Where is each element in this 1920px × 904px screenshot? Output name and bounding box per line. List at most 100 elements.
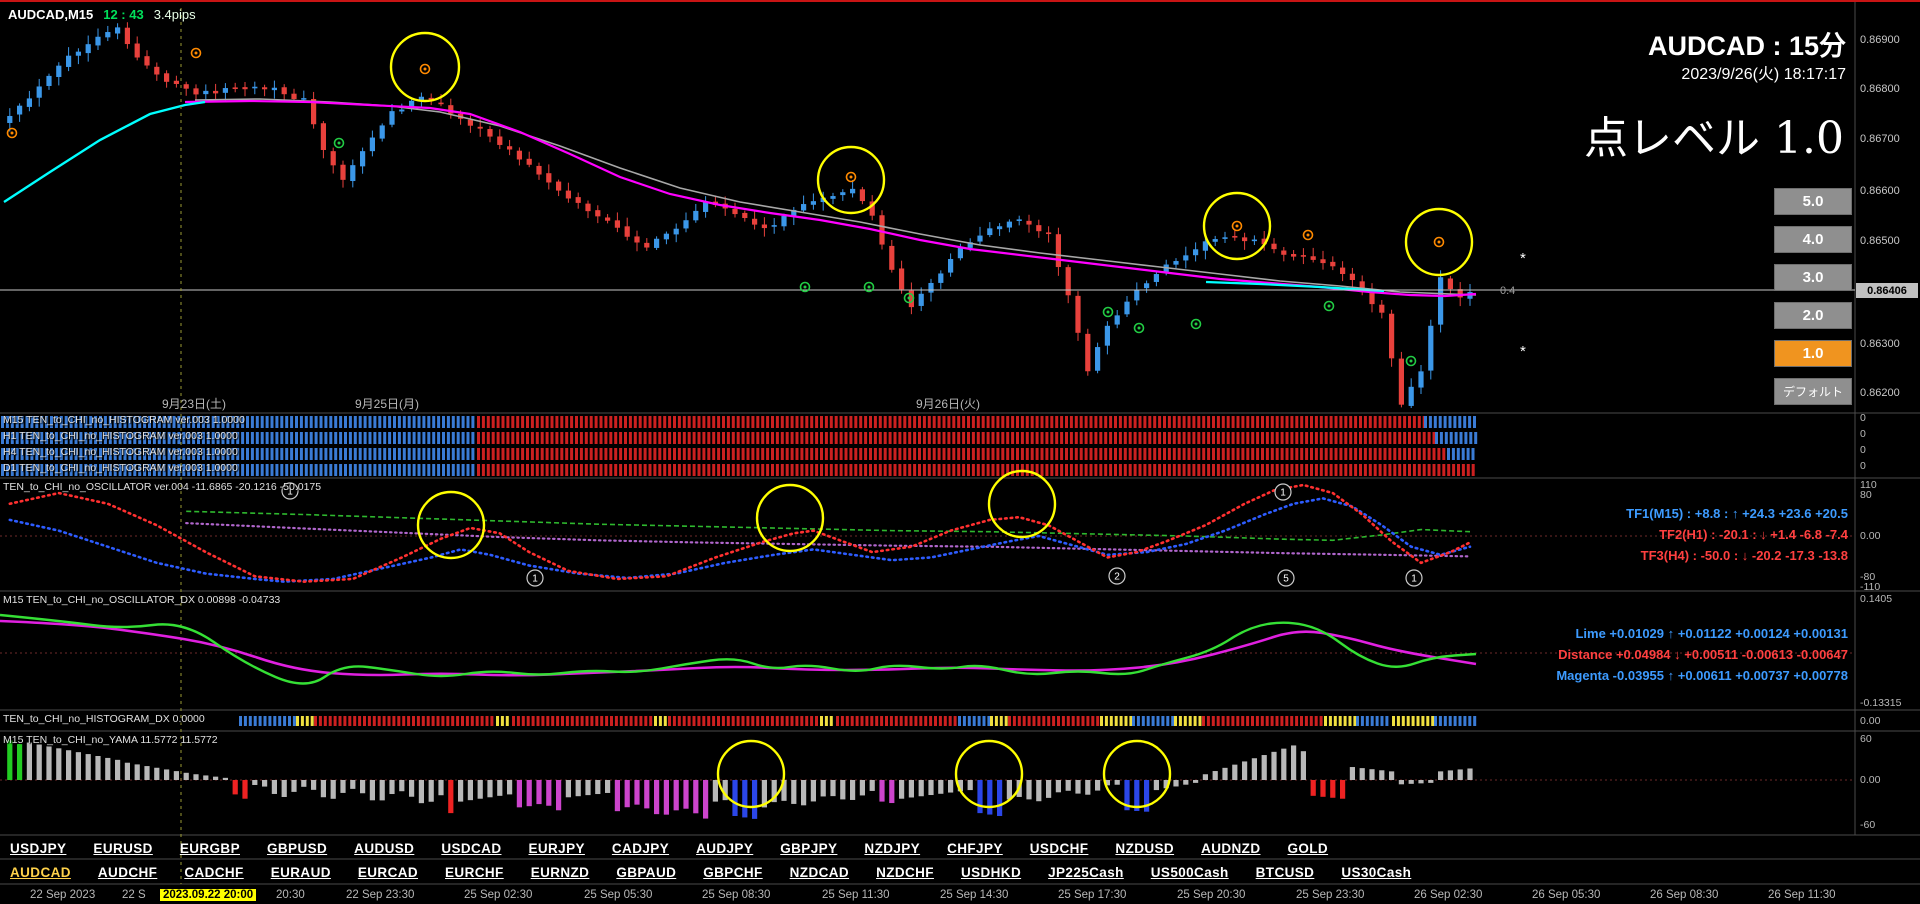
yellow-circle-highlights <box>389 31 1474 277</box>
time-axis-label: 25 Sep 11:30 <box>822 889 890 901</box>
tab-chfjpy[interactable]: CHFJPY <box>947 840 1003 856</box>
symbol-tab-row-2: AUDCAD AUDCHF CADCHF EURAUD EURCAD EURCHF EURN… <box>0 860 1920 884</box>
right-axis-tick: 0.00 <box>1860 774 1881 786</box>
moving-average-lines <box>3 98 1477 298</box>
right-axis-tick: 0.00 <box>1860 530 1881 542</box>
tab-eurjpy[interactable]: EURJPY <box>528 840 585 856</box>
panel-separators <box>0 2 1920 885</box>
level-button-1.0[interactable]: 1.0 <box>1774 340 1852 367</box>
level-button-2.0[interactable]: 2.0 <box>1774 302 1852 329</box>
tab-audnzd[interactable]: AUDNZD <box>1201 840 1261 856</box>
time-axis-label: 25 Sep 23:30 <box>1296 889 1365 901</box>
chart-date-label: 9月23日(土) <box>162 397 227 411</box>
price-axis-label: 0.86500 <box>1860 235 1900 247</box>
tab-us500cash[interactable]: US500Cash <box>1150 864 1229 880</box>
tab-btcusd[interactable]: BTCUSD <box>1255 864 1315 880</box>
histogram-row-label: H4 TEN_to_CHI_no_HISTOGRAM ver.003 1.000… <box>3 446 238 458</box>
tab-nzdchf[interactable]: NZDCHF <box>876 864 934 880</box>
tab-nzdusd[interactable]: NZDUSD <box>1115 840 1175 856</box>
tab-gbpaud[interactable]: GBPAUD <box>616 864 677 880</box>
dx-info-line-2: Distance +0.04984 ↓ +0.00511 -0.00613 -0… <box>1558 647 1848 662</box>
signal-markers <box>6 47 1445 367</box>
asterisk-marker: * <box>1520 343 1526 360</box>
right-axis-tick: 110 <box>1860 479 1877 491</box>
chart-date-label: 9月26日(火) <box>916 397 981 411</box>
time-axis-label: 25 Sep 17:30 <box>1058 889 1127 901</box>
level-indicator-title: 点レベル 1.0 <box>1584 113 1844 164</box>
histogram-row-label: H1 TEN_to_CHI_no_HISTOGRAM ver.003 1.000… <box>3 430 238 442</box>
tab-audcad[interactable]: AUDCAD <box>10 864 71 880</box>
right-axis-tick: 0 <box>1860 460 1866 472</box>
oscillator-dx-lines <box>0 613 1855 685</box>
svg-text:1: 1 <box>287 487 293 498</box>
right-axis-tick: -60 <box>1860 819 1876 831</box>
spread-pips-label: 3.4pips <box>153 7 196 22</box>
time-axis-label: 26 Sep 11:30 <box>1768 889 1836 901</box>
histogram-row-label: D1 TEN_to_CHI_no_HISTOGRAM ver.003 1.000… <box>3 462 238 474</box>
tf-info-line-3: TF3(H4) : -50.0 : ↓ -20.2 -17.3 -13.8 <box>1640 548 1848 563</box>
level-button-5.0[interactable]: 5.0 <box>1774 188 1852 215</box>
candlesticks <box>7 22 1473 409</box>
dx-info-line-1: Lime +0.01029 ↑ +0.01122 +0.00124 +0.001… <box>1575 626 1848 641</box>
level-button-4.0[interactable]: 4.0 <box>1774 226 1852 253</box>
tab-usdcad[interactable]: USDCAD <box>441 840 502 856</box>
tab-eurusd[interactable]: EURUSD <box>93 840 153 856</box>
tab-gold[interactable]: GOLD <box>1287 840 1329 856</box>
tab-gbpjpy[interactable]: GBPJPY <box>780 840 838 856</box>
tab-gbpusd[interactable]: GBPUSD <box>267 840 328 856</box>
level-button-デフォルト[interactable]: デフォルト <box>1774 378 1852 405</box>
tab-audchf[interactable]: AUDCHF <box>97 864 158 880</box>
yama-panel-label: M15 TEN_to_CHI_no_YAMA 11.5772 11.5772 <box>3 734 218 746</box>
time-axis-label: 25 Sep 08:30 <box>702 889 771 901</box>
svg-text:2: 2 <box>1114 572 1120 583</box>
yama-bars <box>0 739 1855 819</box>
chart-date-label: 9月25日(月) <box>355 397 420 411</box>
price-axis-label: 0.86300 <box>1860 338 1900 350</box>
oscillator-series: 1 1 2 1 5 1 <box>0 469 1855 587</box>
level-button-3.0[interactable]: 3.0 <box>1774 264 1852 291</box>
asterisk-marker: * <box>1520 250 1526 267</box>
tab-eurcad[interactable]: EURCAD <box>357 864 419 880</box>
tab-eurnzd[interactable]: EURNZD <box>530 864 590 880</box>
tab-nzdcad[interactable]: NZDCAD <box>789 864 850 880</box>
tab-cadjpy[interactable]: CADJPY <box>611 840 670 856</box>
svg-text:1: 1 <box>1411 574 1417 585</box>
price-axis-label: 0.86700 <box>1860 133 1900 145</box>
tab-euraud[interactable]: EURAUD <box>270 864 331 880</box>
tab-eurchf[interactable]: EURCHF <box>445 864 504 880</box>
candle-timer: 12 : 43 <box>103 7 144 22</box>
tab-usdhkd[interactable]: USDHKD <box>960 864 1022 880</box>
tab-usdchf[interactable]: USDCHF <box>1029 840 1089 856</box>
time-axis-label: 26 Sep 02:30 <box>1414 889 1483 901</box>
right-axis-tick: 0 <box>1860 428 1866 440</box>
time-axis-label: 25 Sep 14:30 <box>940 889 1009 901</box>
price-distance-value: 0.4 <box>1500 285 1516 297</box>
tab-usdjpy[interactable]: USDJPY <box>10 840 67 856</box>
dx-info-line-3: Magenta -0.03955 ↑ +0.00611 +0.00737 +0.… <box>1556 668 1848 683</box>
svg-text:5: 5 <box>1283 574 1289 585</box>
price-axis-label: 0.86200 <box>1860 387 1900 399</box>
tf-info-line-1: TF1(M15) : +8.8 : ↑ +24.3 +23.6 +20.5 <box>1626 506 1848 521</box>
symbol-period-label: AUDCAD,M15 <box>8 7 94 22</box>
right-axis-tick: 0 <box>1860 444 1866 456</box>
time-axis-label: 25 Sep 02:30 <box>464 889 533 901</box>
tab-jp225cash[interactable]: JP225Cash <box>1048 864 1124 880</box>
tab-audjpy[interactable]: AUDJPY <box>696 840 754 856</box>
price-axis-label: 0.86800 <box>1860 83 1900 95</box>
time-axis-label: 26 Sep 05:30 <box>1532 889 1601 901</box>
time-axis-label: 25 Sep 05:30 <box>584 889 653 901</box>
tab-nzdjpy[interactable]: NZDJPY <box>864 840 921 856</box>
tab-audusd[interactable]: AUDUSD <box>354 840 415 856</box>
oscillator-panel-label: TEN_to_CHI_no_OSCILLATOR ver.004 -11.686… <box>3 481 322 493</box>
tab-cadchf[interactable]: CADCHF <box>184 864 244 880</box>
tab-gbpchf[interactable]: GBPCHF <box>703 864 763 880</box>
histogram-dx-bars <box>239 716 1477 726</box>
tab-eurgbp[interactable]: EURGBP <box>179 840 240 856</box>
tab-us30cash[interactable]: US30Cash <box>1341 864 1412 880</box>
time-axis-label: 26 Sep 08:30 <box>1650 889 1719 901</box>
price-axis-label: 0.86900 <box>1860 34 1900 46</box>
histogram-dx-panel-label: TEN_to_CHI_no_HISTOGRAM_DX 0.0000 <box>3 713 205 725</box>
right-axis-tick: 80 <box>1860 489 1872 501</box>
time-axis-label: 22 Sep 2023 <box>30 889 96 901</box>
